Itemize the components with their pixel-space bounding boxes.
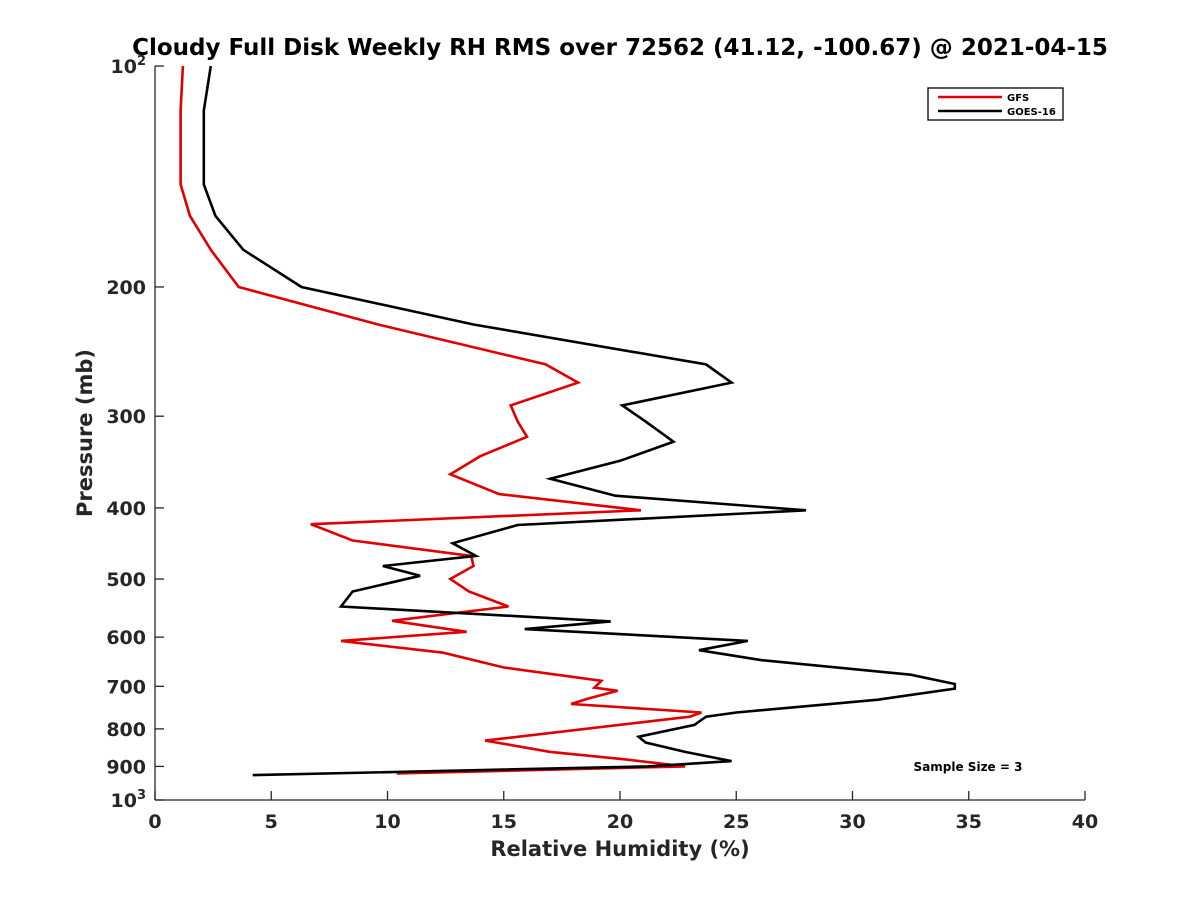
x-tick-label: 15 [491, 811, 517, 833]
x-tick-label: 35 [956, 811, 982, 833]
series-layer [179, 65, 957, 777]
series-line-gfs [179, 65, 702, 775]
legend: GFS GOES-16 [927, 87, 1064, 121]
y-tick-exponent: 3 [137, 788, 146, 803]
x-tick-label: 10 [374, 811, 400, 833]
y-axis-label: Pressure (mb) [73, 349, 97, 517]
y-tick-exponent: 2 [137, 54, 146, 69]
x-tick-label: 25 [723, 811, 749, 833]
y-tick-label: 900 [106, 756, 146, 778]
y-tick-label: 800 [106, 719, 146, 741]
y-tick-label: 200 [106, 277, 146, 299]
legend-label-gfs: GFS [1007, 93, 1029, 104]
y-tick-base: 10 [111, 56, 137, 78]
x-tick-label: 20 [607, 811, 633, 833]
sample-size-annotation: Sample Size = 3 [914, 760, 1023, 774]
x-tick-label: 5 [265, 811, 278, 833]
x-axis-label: Relative Humidity (%) [490, 837, 749, 861]
x-tick-label: 40 [1072, 811, 1098, 833]
y-tick-label: 300 [106, 406, 146, 428]
y-tick-label: 102 [111, 54, 147, 78]
plot-area [154, 65, 1085, 801]
legend-box [927, 87, 1064, 121]
y-tick-base: 10 [111, 790, 137, 812]
series-line-goes-16 [202, 65, 957, 777]
y-tick-label: 500 [106, 569, 146, 591]
x-tick-label: 0 [148, 811, 161, 833]
y-tick-label: 400 [106, 498, 146, 520]
legend-label-goes-16: GOES-16 [1007, 107, 1056, 118]
chart-title: Cloudy Full Disk Weekly RH RMS over 7256… [132, 35, 1108, 61]
y-tick-label: 103 [111, 788, 147, 812]
y-tick-label: 600 [106, 627, 146, 649]
y-tick-label: 700 [106, 676, 146, 698]
x-tick-label: 30 [839, 811, 865, 833]
x-axis-ticks: 0 5 10 15 20 25 30 35 40 [148, 791, 1098, 833]
